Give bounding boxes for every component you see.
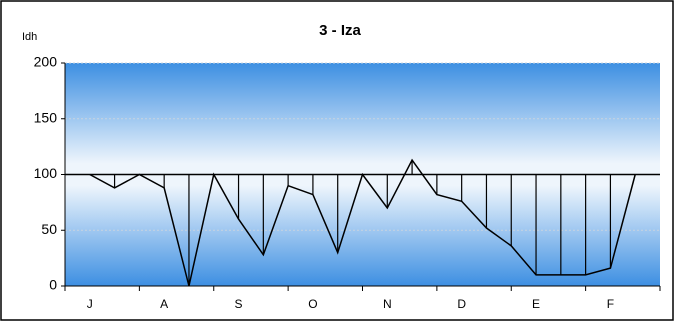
y-tick-label: 200 [34,54,58,70]
x-tick-label: J [87,297,93,311]
y-tick-label: 0 [49,277,57,293]
x-tick-label: D [457,297,466,311]
chart-title: 3 - Iza [319,22,361,39]
y-tick-label: 50 [41,221,57,237]
y-axis-label: Idh [22,31,37,43]
y-tick-label: 100 [34,165,58,181]
x-tick-label: N [383,297,392,311]
x-tick-label: A [160,297,168,311]
x-tick-label: O [308,297,317,311]
x-tick-label: S [235,297,243,311]
x-tick-label: E [532,297,540,311]
data-line [89,158,636,287]
y-tick-label: 150 [34,109,58,125]
x-tick-label: F [607,297,614,311]
